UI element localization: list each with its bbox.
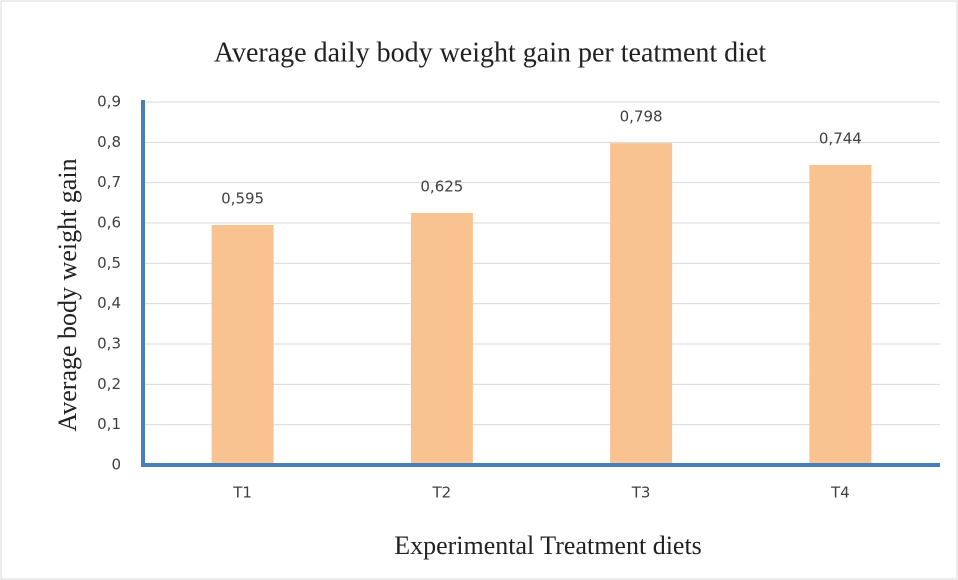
y-tick-label: 0,4 bbox=[97, 294, 121, 312]
bar bbox=[410, 212, 473, 465]
data-label: 0,625 bbox=[420, 177, 463, 195]
y-axis-label: Average body weight gain bbox=[53, 158, 82, 431]
data-label: 0,798 bbox=[620, 108, 663, 126]
x-tick-label: T2 bbox=[432, 484, 452, 502]
x-tick-label: T1 bbox=[232, 484, 252, 502]
x-axis-label: Experimental Treatment diets bbox=[394, 531, 702, 560]
bar bbox=[809, 164, 872, 466]
y-tick-label: 0,8 bbox=[97, 133, 121, 151]
bar bbox=[211, 225, 274, 465]
y-tick-label: 0,3 bbox=[97, 335, 121, 353]
x-tick-label: T3 bbox=[631, 484, 651, 502]
chart-title: Average daily body weight gain per teatm… bbox=[214, 37, 767, 68]
y-tick-label: 0,5 bbox=[97, 254, 121, 272]
y-tick-label: 0,1 bbox=[97, 415, 121, 433]
y-tick-label: 0 bbox=[111, 456, 121, 474]
y-tick-label: 0,7 bbox=[97, 173, 121, 191]
y-tick-label: 0,9 bbox=[97, 93, 121, 111]
bar bbox=[610, 143, 673, 465]
data-label: 0,744 bbox=[819, 129, 862, 147]
data-label: 0,595 bbox=[221, 190, 264, 208]
x-tick-label: T4 bbox=[830, 484, 850, 502]
y-tick-label: 0,6 bbox=[97, 214, 121, 232]
y-tick-label: 0,2 bbox=[97, 375, 121, 393]
